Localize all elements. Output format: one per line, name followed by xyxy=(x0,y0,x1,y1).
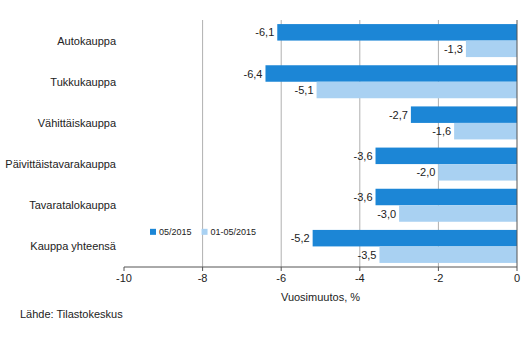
chart: -6,1 -1,3 -6,4 -5,1 -2,7 -1,6 -3,6 -2,0 -3,6 -3,0… xyxy=(0,0,529,356)
data-labels: -6,1 -1,3 -6,4 -5,1 -2,7 -1,6 -3,6 -2,0 -3,6 -3,0… xyxy=(244,26,463,260)
bar xyxy=(411,106,517,123)
bars xyxy=(265,24,517,263)
category-label: Vähittäiskauppa xyxy=(38,117,117,129)
bar xyxy=(313,230,517,247)
data-label: -3,0 xyxy=(377,208,396,220)
bar xyxy=(317,82,517,99)
category-label: Kauppa yhteensä xyxy=(30,240,117,252)
category-label: Tukkukauppa xyxy=(50,76,117,88)
legend: 05/2015 01-05/2015 xyxy=(150,227,256,237)
data-label: -5,1 xyxy=(295,84,314,96)
x-axis xyxy=(124,267,517,268)
data-label: -6,4 xyxy=(244,68,263,80)
tick xyxy=(202,267,203,271)
tick xyxy=(517,267,518,271)
data-label: -3,6 xyxy=(354,150,373,162)
tick-label: -4 xyxy=(355,272,365,284)
data-label: -6,1 xyxy=(255,26,274,38)
legend-swatch xyxy=(150,229,156,235)
zero-line xyxy=(517,20,518,267)
tick-label: 0 xyxy=(514,272,520,284)
legend-label: 05/2015 xyxy=(159,227,192,237)
bar xyxy=(265,65,517,82)
data-label: -5,2 xyxy=(291,232,310,244)
bar xyxy=(376,189,517,206)
axis-label: Vuosimuutos, % xyxy=(281,291,360,303)
tick-label: -2 xyxy=(434,272,444,284)
bar xyxy=(376,148,517,165)
legend-label: 01-05/2015 xyxy=(211,227,257,237)
tick xyxy=(124,267,125,271)
category-label: Autokauppa xyxy=(57,35,117,47)
tick-label: -8 xyxy=(198,272,208,284)
data-label: -1,6 xyxy=(432,125,451,137)
legend-swatch xyxy=(202,229,208,235)
category-label: Tavaratalokauppa xyxy=(29,199,117,211)
bar xyxy=(277,24,517,41)
bar xyxy=(379,246,517,263)
data-label: -1,3 xyxy=(444,43,463,55)
tick-label: -10 xyxy=(116,272,132,284)
tick xyxy=(281,267,282,271)
data-label: -2,0 xyxy=(416,166,435,178)
bar xyxy=(454,123,517,139)
bar xyxy=(438,164,517,181)
data-label: -3,5 xyxy=(357,249,376,261)
bar xyxy=(399,205,517,222)
grid-line xyxy=(281,20,282,267)
tick xyxy=(359,267,360,271)
data-label: -3,6 xyxy=(354,191,373,203)
tick-label: -6 xyxy=(276,272,286,284)
tick xyxy=(438,267,439,271)
annotation: Lähde: Tilastokeskus xyxy=(20,308,123,320)
data-label: -2,7 xyxy=(389,109,408,121)
bar xyxy=(466,41,517,58)
category-label: Päivittäistavarakauppa xyxy=(5,158,117,170)
